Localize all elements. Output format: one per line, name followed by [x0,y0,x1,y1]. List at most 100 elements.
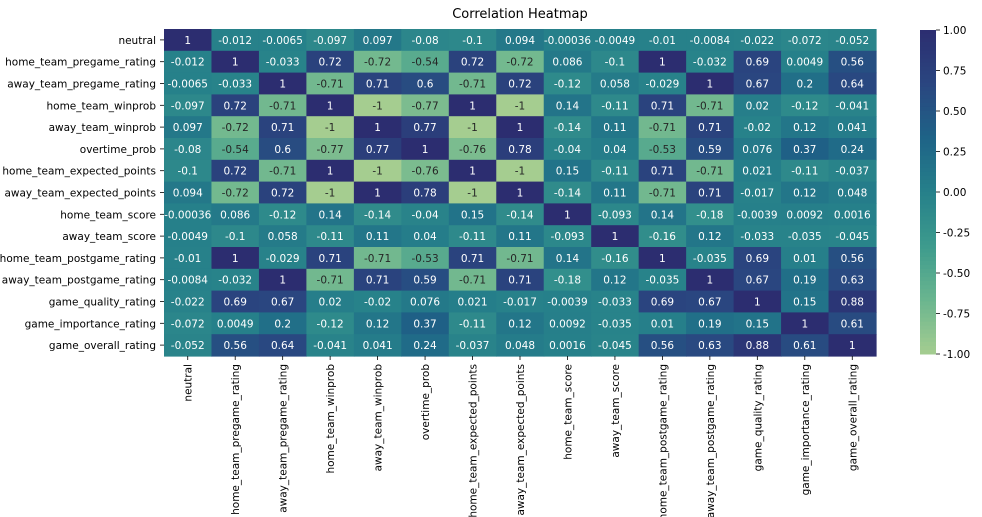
colorbar-segment [920,212,936,217]
cell-value-label: -0.1 [462,35,483,47]
heatmap-cell [781,159,830,183]
heatmap-cell [591,268,640,292]
heatmap-cell [448,247,497,270]
colorbar-segment [920,102,936,108]
heatmap-cell [211,159,260,183]
heatmap-cell [543,50,592,74]
x-tick-label: game_overall_rating [847,364,859,471]
cell-value-label: 0.78 [508,144,531,156]
heatmap-cell [496,268,545,292]
heatmap-cell [591,203,640,226]
cell-value-label: 0.12 [366,318,389,330]
cell-value-label: -0.017 [503,297,537,309]
heatmap-cell [828,225,877,248]
heatmap-cell [353,225,402,248]
cell-value-label: -0.033 [266,57,300,69]
cell-value-label: -0.035 [788,231,822,243]
colorbar-segment [920,281,936,286]
colorbar-tick-label: 0.75 [943,66,966,78]
heatmap-cell [781,72,830,95]
heatmap-cell [686,225,735,248]
heatmap-cell [306,181,355,204]
cell-value-label: 1 [659,253,666,265]
cell-value-label: 0.71 [271,122,294,134]
heatmap-cell [733,203,782,226]
cell-value-label: 1 [374,188,381,200]
colorbar-segment [920,34,936,39]
cell-value-label: -0.0084 [690,35,731,47]
heatmap-cell [781,50,830,74]
x-tick-label: home_team_expected_points [468,364,480,517]
colorbar-tick-label: 0.25 [943,147,966,159]
cell-value-label: -0.033 [218,79,252,91]
cell-value-label: 0.15 [461,209,484,221]
cell-value-label: -0.71 [649,188,676,200]
colorbar-segment [920,167,936,173]
cell-value-label: -0.71 [649,122,676,134]
heatmap-cell [828,50,877,74]
heatmap-cell [686,203,735,226]
cell-value-label: 0.72 [224,100,247,112]
heatmap-cell [401,138,450,161]
y-tick-label: away_team_pregame_rating [7,79,156,91]
heatmap-cell [353,181,402,204]
cell-value-label: 0.67 [698,297,721,309]
heatmap-cell [448,138,497,161]
cell-value-label: 0.094 [173,188,203,200]
heatmap-cell [164,116,213,139]
heatmap-cell [401,247,450,270]
heatmap-cell [733,247,782,270]
heatmap-cell [733,94,782,117]
heatmap-cell [638,181,687,204]
colorbar-segment [920,313,936,319]
x-tick-label: neutral [183,364,195,402]
cell-value-label: 0.72 [318,57,341,69]
heatmap-cell [543,72,592,95]
heatmap-cell [164,225,213,248]
cell-value-label: 1 [659,57,666,69]
cell-value-label: 0.0016 [549,340,586,352]
cell-value-label: -0.1 [225,231,246,243]
heatmap-cell [828,247,877,270]
heatmap-cell [686,138,735,161]
cell-value-label: -1 [325,122,335,134]
colorbar-segment [920,333,936,339]
cell-value-label: -0.045 [598,340,632,352]
heatmap-cell [211,50,260,74]
heatmap-cell [733,116,782,139]
heatmap-cell [828,159,877,183]
cell-value-label: 0.12 [698,231,721,243]
cell-value-label: 0.71 [508,275,531,287]
heatmap-cell [543,203,592,226]
cell-value-label: -0.71 [317,275,344,287]
heatmap-cell [258,138,307,161]
heatmap-cell [448,203,497,226]
cell-value-label: 0.15 [793,297,816,309]
colorbar-segment [920,50,936,55]
x-tick-label: home_team_winprob [325,364,337,474]
heatmap-cell [353,50,402,74]
cell-value-label: -0.012 [171,57,205,69]
colorbar-segment [920,329,936,335]
heatmap-cell [496,247,545,270]
heatmap-cell [496,29,545,52]
cell-value-label: 0.72 [224,166,247,178]
heatmap-cell [164,181,213,204]
heatmap-cell [258,203,307,226]
colorbar-segment [920,86,936,92]
heatmap-cell [448,72,497,95]
colorbar-segment [920,30,936,35]
colorbar-segment [920,289,936,294]
heatmap-cell [591,290,640,313]
colorbar-segment [920,325,936,331]
colorbar-segment [920,171,936,177]
cell-value-label: -1 [467,188,477,200]
heatmap-cell [306,159,355,183]
heatmap-cell [211,247,260,270]
cell-value-label: 0.24 [841,144,865,156]
cell-value-label: -0.041 [313,340,347,352]
colorbar-segment [920,106,936,112]
heatmap-cell [781,290,830,313]
cell-value-label: -0.033 [740,231,774,243]
heatmap-cell [448,50,497,74]
